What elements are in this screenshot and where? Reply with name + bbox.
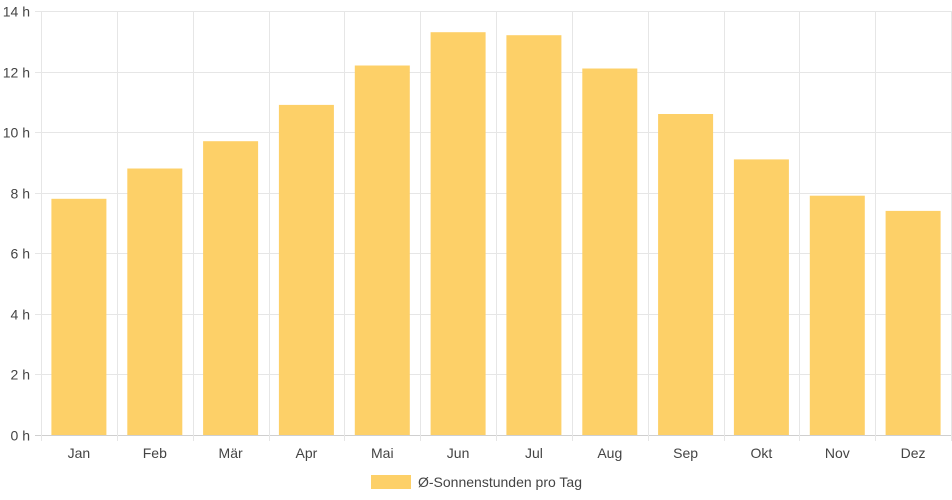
x-tick-label: Jun [447,445,470,461]
y-tick-label: 14 h [3,4,30,20]
x-tick-label: Sep [673,445,698,461]
x-tick-label: Aug [597,445,622,461]
y-tick-label: 8 h [11,186,30,202]
x-tick-label: Nov [825,445,850,461]
legend-label: Ø-Sonnenstunden pro Tag [418,474,582,490]
y-tick-label: 6 h [11,246,30,262]
bar-jun[interactable] [430,32,486,435]
bar-jul[interactable] [506,35,562,435]
y-tick-label: 0 h [11,428,30,444]
y-tick-label: 4 h [11,307,30,323]
bar-dez[interactable] [885,210,941,435]
x-tick-label: Jan [68,445,91,461]
bar-aug[interactable] [582,68,638,436]
x-tick-label: Okt [751,445,773,461]
x-tick-label: Dez [901,445,926,461]
axes: 0 h 2 h 4 h 6 h 8 h 10 h 12 h 14 h Jan Feb Mär Apr M… [3,4,926,462]
x-tick-label: Mai [371,445,394,461]
bar-sep[interactable] [658,114,714,435]
y-tick-label: 10 h [3,125,30,141]
y-tick-label: 12 h [3,65,30,81]
x-tick-label: Apr [296,445,318,461]
y-tick-label: 2 h [11,367,30,383]
bar-mär[interactable] [203,141,259,435]
bar-mai[interactable] [354,65,410,436]
legend[interactable]: Ø-Sonnenstunden pro Tag [371,474,582,490]
x-tick-label: Mär [219,445,243,461]
bar-okt[interactable] [733,159,789,435]
grid-lines [35,11,952,441]
legend-swatch [371,475,411,489]
bars [51,32,941,436]
bar-nov[interactable] [809,195,865,435]
x-tick-label: Feb [143,445,167,461]
bar-apr[interactable] [278,104,334,436]
bar-feb[interactable] [127,168,183,436]
bar-jan[interactable] [51,198,107,435]
x-tick-label: Jul [525,445,543,461]
